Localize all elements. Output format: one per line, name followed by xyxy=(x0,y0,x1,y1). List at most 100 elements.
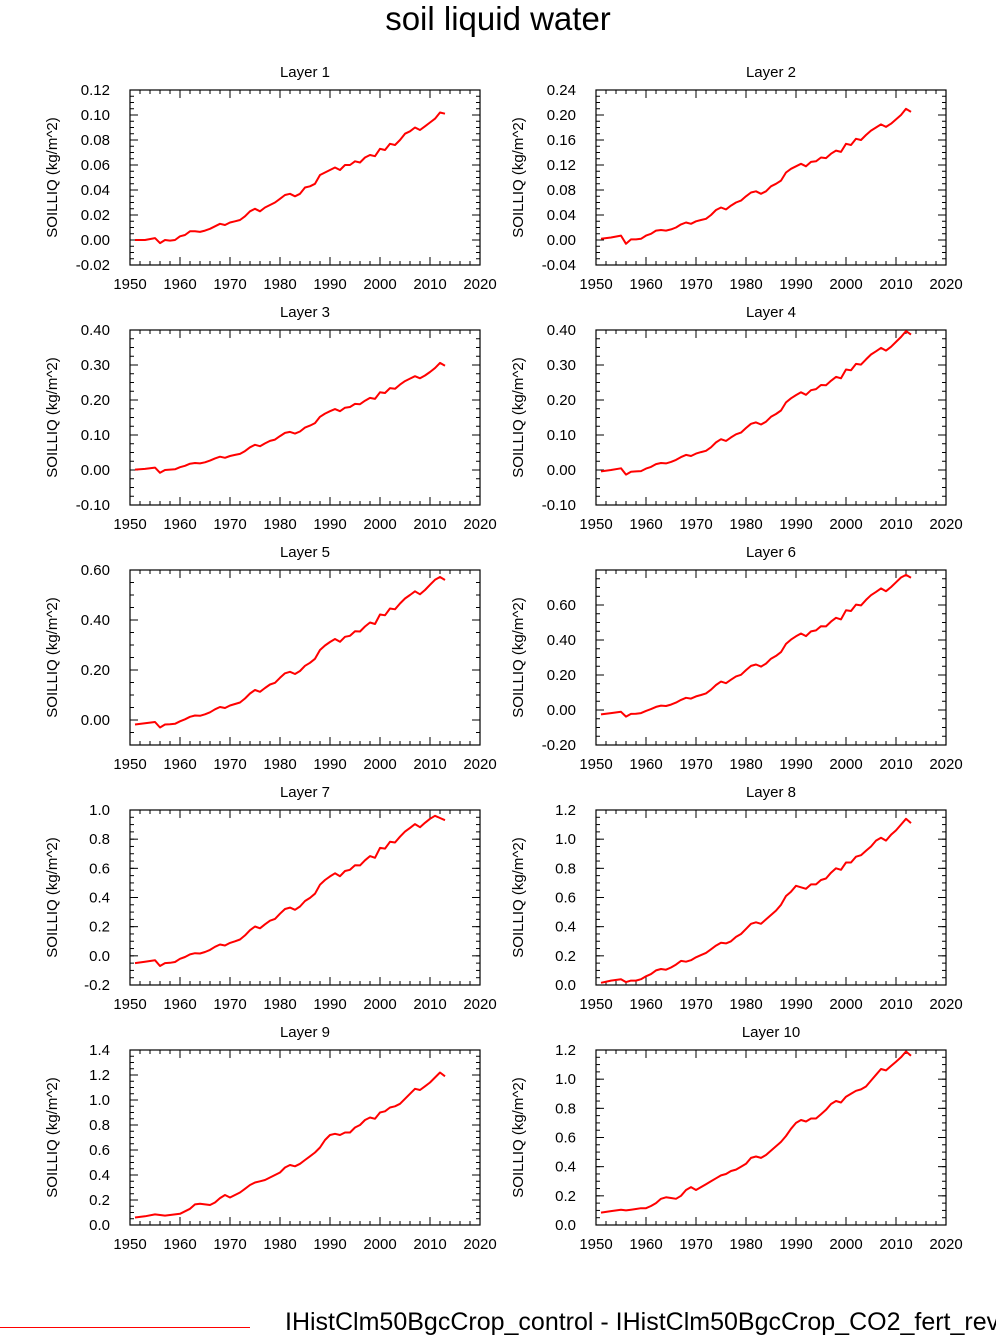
x-tick-label: 2010 xyxy=(879,276,912,293)
x-tick-label: 2020 xyxy=(929,996,962,1013)
x-tick-label: 2020 xyxy=(463,276,496,293)
y-tick-label: 0.40 xyxy=(81,322,110,339)
panel-title: Layer 7 xyxy=(280,784,330,801)
y-axis-label: SOILLIQ (kg/m^2) xyxy=(44,837,61,957)
x-tick-label: 1970 xyxy=(213,996,246,1013)
series-line xyxy=(600,817,912,984)
x-tick-label: 2000 xyxy=(829,516,862,533)
y-axis-label: SOILLIQ (kg/m^2) xyxy=(44,1077,61,1197)
y-tick-label: 0.00 xyxy=(81,712,110,729)
y-tick-label: 0.00 xyxy=(547,462,576,479)
y-tick-label: 0.2 xyxy=(89,919,110,936)
x-tick-label: 1950 xyxy=(579,516,612,533)
y-axis-label: SOILLIQ (kg/m^2) xyxy=(510,1077,527,1197)
x-tick-label: 1980 xyxy=(729,996,762,1013)
y-tick-label: 0.40 xyxy=(81,612,110,629)
y-tick-label: 0.6 xyxy=(555,1130,576,1147)
x-tick-label: 1960 xyxy=(163,1236,196,1253)
y-tick-label: 0.4 xyxy=(89,1167,110,1184)
x-tick-label: 2020 xyxy=(463,756,496,773)
panel-layer-6: Layer 6 1950 1960 1970 1980 1990 2000 2010 2020 -… xyxy=(510,544,963,773)
legend-line-swatch xyxy=(0,1327,250,1328)
y-axis-label: SOILLIQ (kg/m^2) xyxy=(44,117,61,237)
x-tick-label: 2020 xyxy=(463,996,496,1013)
y-tick-label: 0.0 xyxy=(89,948,110,965)
panel-layer-1: Layer 1 1950 1960 1970 1980 1990 2000 2010 2020 -… xyxy=(44,64,497,293)
panel-layer-10: Layer 10 1950 1960 1970 1980 1990 2000 2010 2020… xyxy=(510,1024,963,1253)
y-tick-label: 0.8 xyxy=(555,1100,576,1117)
legend-label: IHistClm50BgcCrop_control - IHistClm50Bg… xyxy=(285,1308,996,1336)
y-tick-label: -0.20 xyxy=(542,737,576,754)
y-tick-label: 1.4 xyxy=(89,1042,110,1059)
plot-frame xyxy=(595,1049,947,1226)
x-tick-label: 1970 xyxy=(679,1236,712,1253)
x-tick-label: 1950 xyxy=(579,756,612,773)
y-tick-label: 0.2 xyxy=(555,1188,576,1205)
x-tick-label: 1970 xyxy=(213,276,246,293)
y-tick-label: 0.06 xyxy=(81,157,110,174)
x-tick-label: 2010 xyxy=(879,756,912,773)
y-tick-label: 0.00 xyxy=(547,702,576,719)
x-tick-label: 2020 xyxy=(463,1236,496,1253)
legend: IHistClm50BgcCrop_control - IHistClm50Bg… xyxy=(0,1300,996,1342)
x-tick-label: 1990 xyxy=(779,996,812,1013)
y-tick-label: 0.8 xyxy=(555,860,576,877)
x-tick-label: 2010 xyxy=(413,996,446,1013)
x-tick-label: 1980 xyxy=(263,756,296,773)
y-tick-label: 0.4 xyxy=(555,919,576,936)
y-tick-label: 0.2 xyxy=(89,1192,110,1209)
x-tick-label: 1980 xyxy=(263,516,296,533)
x-tick-label: 2000 xyxy=(363,996,396,1013)
y-tick-label: 1.0 xyxy=(555,1071,576,1088)
x-tick-label: 1970 xyxy=(679,516,712,533)
y-tick-label: 0.10 xyxy=(81,427,110,444)
x-tick-label: 1960 xyxy=(629,276,662,293)
x-tick-label: 2010 xyxy=(413,516,446,533)
y-tick-label: 0.20 xyxy=(547,107,576,124)
x-tick-label: 2000 xyxy=(363,1236,396,1253)
x-tick-label: 1990 xyxy=(313,516,346,533)
panel-title: Layer 5 xyxy=(280,544,330,561)
y-tick-label: 0.16 xyxy=(547,132,576,149)
series-line xyxy=(134,814,446,967)
x-tick-label: 1950 xyxy=(113,276,146,293)
y-tick-label: 0.20 xyxy=(81,392,110,409)
y-tick-label: 0.0 xyxy=(555,1217,576,1234)
x-tick-label: 1990 xyxy=(779,1236,812,1253)
x-tick-label: 2000 xyxy=(829,996,862,1013)
series-line xyxy=(134,1071,446,1219)
y-axis-label: SOILLIQ (kg/m^2) xyxy=(44,357,61,477)
y-tick-label: 0.0 xyxy=(89,1217,110,1234)
x-tick-label: 1950 xyxy=(113,996,146,1013)
plot-frame xyxy=(595,569,947,746)
x-tick-label: 2020 xyxy=(463,516,496,533)
x-tick-label: 1970 xyxy=(213,516,246,533)
panel-title: Layer 6 xyxy=(746,544,796,561)
y-tick-label: 0.6 xyxy=(89,860,110,877)
x-tick-label: 1970 xyxy=(213,756,246,773)
y-tick-label: 0.4 xyxy=(89,890,110,907)
series-line xyxy=(600,1050,912,1214)
y-tick-label: 0.4 xyxy=(555,1159,576,1176)
plot-frame xyxy=(595,89,947,266)
plot-frame xyxy=(129,329,481,506)
y-axis-label: SOILLIQ (kg/m^2) xyxy=(510,357,527,477)
x-tick-label: 1950 xyxy=(579,1236,612,1253)
x-tick-label: 1980 xyxy=(729,756,762,773)
y-tick-label: 0.04 xyxy=(547,207,576,224)
plot-frame xyxy=(129,569,481,746)
series-line xyxy=(134,576,446,729)
x-tick-label: 1950 xyxy=(113,756,146,773)
y-tick-label: 0.6 xyxy=(555,890,576,907)
y-tick-label: 0.12 xyxy=(81,82,110,99)
x-tick-label: 2010 xyxy=(879,1236,912,1253)
panel-title: Layer 2 xyxy=(746,64,796,81)
x-tick-label: 1970 xyxy=(679,276,712,293)
x-tick-label: 2000 xyxy=(363,516,396,533)
panel-title: Layer 8 xyxy=(746,784,796,801)
y-tick-label: 0.00 xyxy=(81,462,110,479)
x-tick-label: 1970 xyxy=(679,996,712,1013)
x-tick-label: 2020 xyxy=(929,756,962,773)
panel-layer-7: Layer 7 1950 1960 1970 1980 1990 2000 2010 2020 -… xyxy=(44,784,497,1013)
